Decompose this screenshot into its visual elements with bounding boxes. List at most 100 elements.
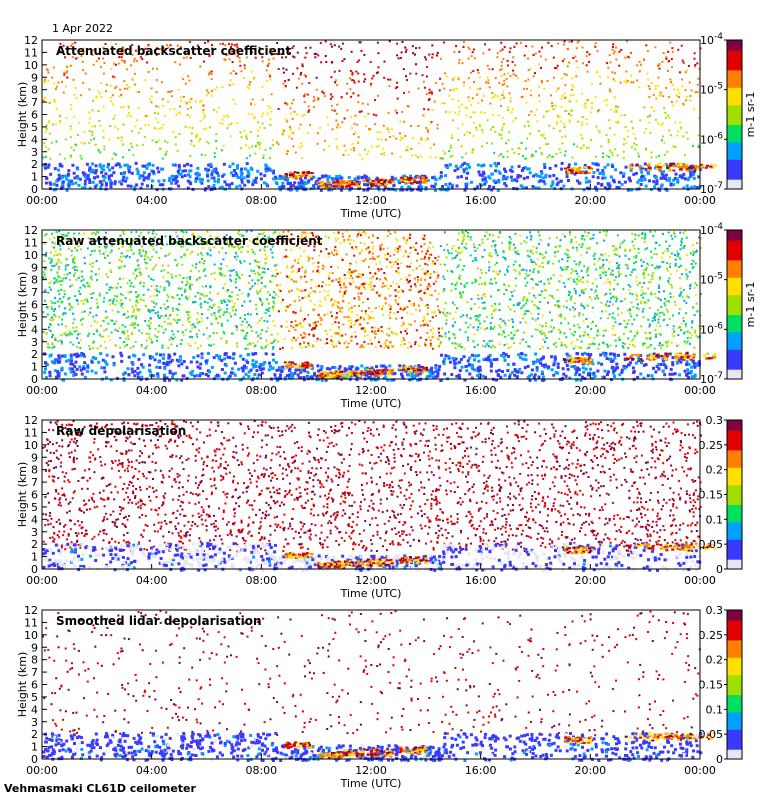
heatmap-cell bbox=[236, 46, 239, 49]
heatmap-cell bbox=[182, 95, 185, 98]
heatmap-cell bbox=[284, 84, 287, 87]
heatmap-cell bbox=[381, 305, 384, 308]
heatmap-cell bbox=[567, 179, 570, 182]
heatmap-cell bbox=[658, 244, 661, 247]
heatmap-cell bbox=[164, 254, 167, 257]
heatmap-cell bbox=[503, 182, 507, 185]
heatmap-cell bbox=[333, 70, 336, 73]
heatmap-cell bbox=[672, 178, 676, 182]
heatmap-cell bbox=[531, 45, 534, 48]
heatmap-cell bbox=[167, 296, 170, 299]
heatmap-cell bbox=[287, 276, 290, 279]
heatmap-cell bbox=[136, 170, 140, 174]
heatmap-cell bbox=[220, 263, 223, 266]
heatmap-cell bbox=[672, 295, 675, 298]
heatmap-cell bbox=[127, 105, 130, 108]
heatmap-cell bbox=[638, 155, 641, 158]
heatmap-cell bbox=[404, 181, 408, 185]
heatmap-cell bbox=[195, 263, 198, 266]
heatmap-cell bbox=[405, 188, 409, 192]
heatmap-cell bbox=[430, 90, 433, 93]
heatmap-cell bbox=[112, 75, 115, 78]
heatmap-cell bbox=[563, 72, 566, 75]
heatmap-cell bbox=[264, 148, 267, 151]
heatmap-cell bbox=[466, 163, 470, 166]
heatmap-cell bbox=[420, 185, 424, 189]
heatmap-cell bbox=[569, 241, 572, 244]
heatmap-cell bbox=[145, 305, 148, 307]
heatmap-cell bbox=[658, 276, 661, 279]
heatmap-cell bbox=[590, 328, 593, 331]
heatmap-cell bbox=[530, 312, 533, 315]
heatmap-cell bbox=[155, 251, 158, 254]
heatmap-cell bbox=[630, 315, 633, 318]
heatmap-cell bbox=[357, 292, 360, 295]
heatmap-cell bbox=[342, 295, 345, 298]
heatmap-cell bbox=[472, 148, 475, 151]
heatmap-cell bbox=[330, 315, 333, 318]
heatmap-cell bbox=[600, 145, 603, 148]
heatmap-cell bbox=[253, 77, 255, 80]
heatmap-cell bbox=[585, 99, 588, 102]
heatmap-cell bbox=[307, 105, 310, 108]
heatmap-cell bbox=[357, 72, 360, 75]
heatmap-cell bbox=[399, 248, 402, 251]
heatmap-cell bbox=[597, 129, 600, 132]
heatmap-cell bbox=[644, 184, 648, 188]
heatmap-cell bbox=[62, 91, 65, 94]
heatmap-cell bbox=[102, 164, 106, 168]
heatmap-cell bbox=[266, 298, 268, 301]
heatmap-cell bbox=[155, 79, 158, 82]
heatmap-cell bbox=[655, 333, 657, 336]
heatmap-cell bbox=[295, 280, 298, 283]
heatmap-cell bbox=[294, 176, 298, 179]
colorbar-segment bbox=[727, 47, 742, 51]
heatmap-cell bbox=[289, 107, 292, 110]
heatmap-cell bbox=[620, 182, 624, 186]
heatmap-cell bbox=[240, 173, 243, 177]
heatmap-cell bbox=[394, 109, 397, 112]
heatmap-cell bbox=[350, 127, 353, 130]
heatmap-cell bbox=[225, 234, 228, 236]
heatmap-cell bbox=[407, 323, 410, 326]
heatmap-cell bbox=[513, 45, 516, 48]
heatmap-cell bbox=[253, 116, 256, 118]
heatmap-cell bbox=[70, 107, 73, 110]
heatmap-cell bbox=[291, 346, 293, 349]
heatmap-cell bbox=[284, 80, 286, 83]
heatmap-cell bbox=[99, 186, 103, 189]
heatmap-cell bbox=[91, 170, 95, 174]
heatmap-cell bbox=[631, 240, 634, 243]
heatmap-cell bbox=[307, 313, 310, 316]
heatmap-cell bbox=[659, 344, 662, 347]
heatmap-cell bbox=[200, 99, 203, 102]
heatmap-cell bbox=[447, 249, 450, 252]
heatmap-cell bbox=[473, 122, 476, 124]
heatmap-cell bbox=[669, 41, 672, 44]
heatmap-cell bbox=[649, 337, 652, 340]
heatmap-cell bbox=[577, 120, 580, 123]
heatmap-cell bbox=[130, 291, 132, 294]
heatmap-cell bbox=[77, 303, 80, 306]
heatmap-cell bbox=[596, 242, 599, 245]
heatmap-cell bbox=[43, 273, 46, 276]
heatmap-cell bbox=[213, 246, 216, 249]
colorbar-segment bbox=[727, 57, 742, 61]
heatmap-cell bbox=[657, 64, 660, 67]
heatmap-cell bbox=[97, 267, 100, 270]
heatmap-cell bbox=[453, 169, 457, 173]
heatmap-cell bbox=[581, 147, 584, 150]
heatmap-cell bbox=[495, 164, 498, 168]
heatmap-cell bbox=[465, 167, 469, 171]
heatmap-cell bbox=[350, 186, 354, 190]
heatmap-cell bbox=[567, 293, 570, 296]
heatmap-cell bbox=[631, 232, 634, 235]
heatmap-cell bbox=[135, 317, 137, 320]
heatmap-cell bbox=[284, 305, 287, 308]
heatmap-cell bbox=[492, 310, 495, 313]
heatmap-cell bbox=[203, 117, 205, 120]
heatmap-cell bbox=[617, 266, 620, 269]
heatmap-cell bbox=[685, 69, 688, 72]
heatmap-cell bbox=[83, 179, 87, 183]
heatmap-cell bbox=[607, 183, 611, 187]
